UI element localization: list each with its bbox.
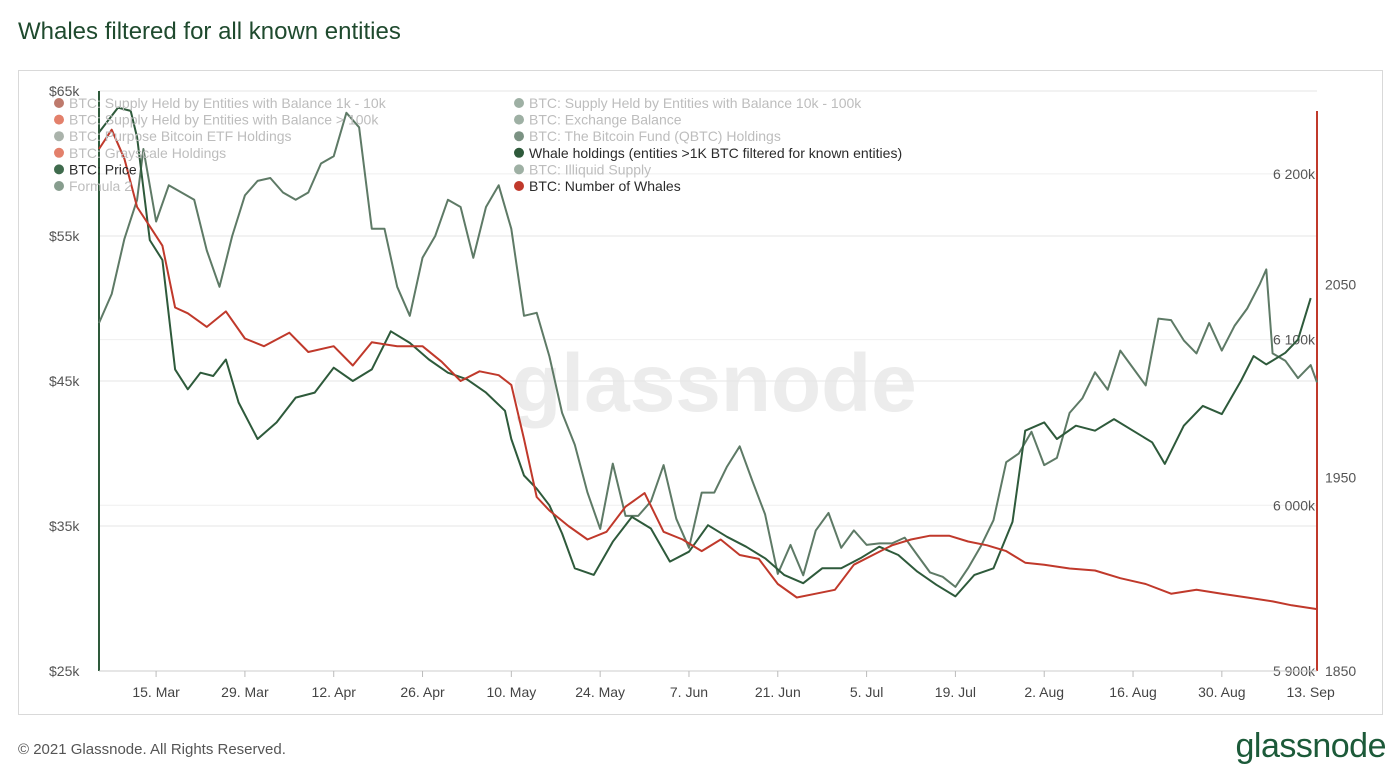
legend: BTC: Supply Held by Entities with Balanc… bbox=[54, 95, 902, 194]
x-tick-label: 12. Apr bbox=[312, 684, 357, 700]
series-group bbox=[98, 106, 1318, 611]
x-tick-label: 7. Jun bbox=[670, 684, 708, 700]
x-tick-label: 29. Mar bbox=[221, 684, 269, 700]
y-left-tick-label: $25k bbox=[49, 663, 80, 679]
x-tick-label: 24. May bbox=[575, 684, 625, 700]
x-tick-label: 5. Jul bbox=[850, 684, 883, 700]
legend-marker bbox=[514, 147, 524, 158]
x-tick-label: 2. Aug bbox=[1024, 684, 1064, 700]
page-title: Whales filtered for all known entities bbox=[18, 18, 401, 45]
legend-label: BTC: Grayscale Holdings bbox=[69, 145, 226, 161]
x-tick-label: 10. May bbox=[486, 684, 536, 700]
x-tick-label: 30. Aug bbox=[1198, 684, 1246, 700]
chart-frame: glassnode $25k $35k $45k $55k $65k 5 900k 6 00… bbox=[18, 70, 1383, 715]
legend-label: BTC: The Bitcoin Fund (QBTC) Holdings bbox=[529, 128, 781, 144]
legend-marker bbox=[54, 131, 64, 142]
legend-label: BTC: Supply Held by Entities with Balanc… bbox=[69, 112, 379, 128]
y-left-tick-label: $35k bbox=[49, 518, 80, 534]
y-right-whales-tick-label: 2050 bbox=[1325, 276, 1356, 292]
grid bbox=[99, 90, 1317, 672]
x-tick-label: 21. Jun bbox=[755, 684, 801, 700]
legend-label: BTC: Illiquid Supply bbox=[529, 161, 651, 177]
legend-marker bbox=[54, 98, 64, 108]
y-right-holdings-tick-label: 6 100k bbox=[1273, 332, 1316, 348]
legend-label: BTC: Supply Held by Entities with Balanc… bbox=[69, 95, 387, 111]
y-left-tick-label: $45k bbox=[49, 373, 80, 389]
legend-label: Whale holdings (entities >1K BTC filtere… bbox=[529, 145, 902, 161]
legend-marker bbox=[54, 147, 64, 158]
legend-marker bbox=[514, 131, 524, 142]
glassnode-logo[interactable]: glassnode bbox=[1235, 727, 1386, 765]
x-tick-label: 15. Mar bbox=[132, 684, 180, 700]
y-right-holdings-tick-label: 6 000k bbox=[1273, 497, 1316, 513]
legend-marker bbox=[54, 181, 64, 191]
y-right-whales-tick-label: 1950 bbox=[1325, 470, 1356, 486]
legend-marker bbox=[54, 164, 64, 175]
copyright-footer: © 2021 Glassnode. All Rights Reserved. bbox=[18, 741, 286, 758]
legend-label: BTC: Purpose Bitcoin ETF Holdings bbox=[69, 128, 292, 144]
legend-marker bbox=[514, 114, 524, 125]
legend-marker bbox=[514, 98, 524, 108]
whale-holdings-series-line bbox=[98, 106, 1312, 598]
x-tick-label: 19. Jul bbox=[935, 684, 976, 700]
legend-marker bbox=[54, 114, 64, 125]
legend-label: Formula 2 bbox=[69, 178, 132, 194]
legend-label: BTC: Number of Whales bbox=[529, 178, 681, 194]
legend-marker bbox=[514, 164, 524, 175]
number-of-whales-series-line bbox=[98, 128, 1318, 611]
x-tick-label: 26. Apr bbox=[400, 684, 445, 700]
legend-marker bbox=[514, 181, 524, 191]
price-series-line bbox=[98, 111, 1318, 588]
y-right-holdings-tick-label: 6 200k bbox=[1273, 166, 1316, 182]
y-right-whales-tick-label: 1850 bbox=[1325, 663, 1356, 679]
legend-label: BTC: Price bbox=[69, 161, 137, 177]
x-tick-label: 13. Sep bbox=[1287, 684, 1335, 700]
x-tick-label: 16. Aug bbox=[1109, 684, 1157, 700]
y-left-tick-label: $65k bbox=[49, 83, 80, 99]
legend-label: BTC: Supply Held by Entities with Balanc… bbox=[529, 95, 862, 111]
watermark: glassnode bbox=[511, 338, 917, 429]
legend-label: BTC: Exchange Balance bbox=[529, 112, 682, 128]
y-left-tick-label: $55k bbox=[49, 228, 80, 244]
